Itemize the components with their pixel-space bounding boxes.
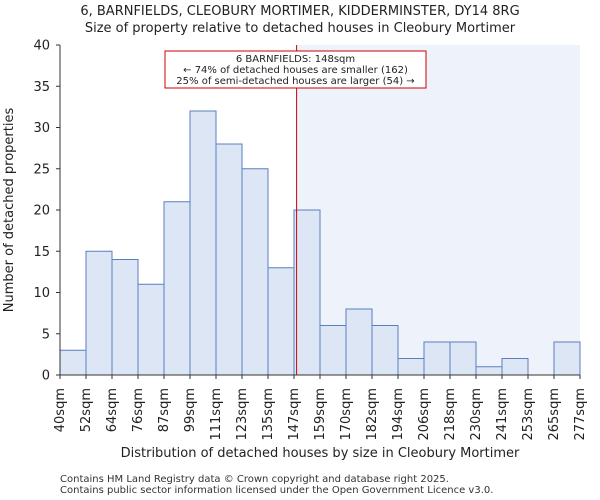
x-tick-label-277sqm: 277sqm (573, 388, 588, 441)
y-tick-label-15: 15 (33, 245, 50, 260)
y-tick-label-10: 10 (33, 286, 50, 301)
x-tick-label-52sqm: 52sqm (79, 388, 94, 432)
annotation-line3: 25% of semi-detached houses are larger (… (176, 76, 414, 87)
x-tick-label-64sqm: 64sqm (105, 388, 120, 432)
x-axis-title: Distribution of detached houses by size … (121, 446, 520, 461)
x-tick-label-99sqm: 99sqm (183, 388, 198, 432)
bar-87sqm (163, 201, 191, 376)
y-tick-label-35: 35 (33, 80, 50, 95)
bar-218sqm (449, 341, 477, 376)
x-tick-label-194sqm: 194sqm (391, 388, 406, 441)
bar-147sqm (293, 209, 321, 376)
bar-123sqm (241, 168, 269, 376)
x-tick-label-253sqm: 253sqm (521, 388, 536, 441)
y-axis-title: Number of detached properties (2, 108, 17, 313)
bar-194sqm (397, 358, 425, 376)
y-tick-label-40: 40 (33, 39, 50, 54)
x-tick-label-111sqm: 111sqm (209, 388, 224, 441)
bar-52sqm (85, 250, 113, 376)
bar-159sqm (319, 325, 347, 376)
chart-title-line1: 6, BARNFIELDS, CLEOBURY MORTIMER, KIDDER… (80, 4, 520, 19)
x-tick-label-241sqm: 241sqm (495, 388, 510, 441)
x-tick-label-123sqm: 123sqm (235, 388, 250, 441)
bar-40sqm (59, 349, 87, 376)
bar-230sqm (475, 366, 503, 376)
x-tick-label-206sqm: 206sqm (417, 388, 432, 441)
y-tick-label-20: 20 (33, 204, 50, 219)
y-tick-label-30: 30 (33, 121, 50, 136)
bar-99sqm (189, 110, 217, 376)
bar-170sqm (345, 308, 373, 376)
x-tick-label-230sqm: 230sqm (469, 388, 484, 441)
footer-licence: Contains public sector information licen… (60, 485, 494, 496)
annotation-line1: 6 BARNFIELDS: 148sqm (236, 54, 355, 65)
chart-title-line2: Size of property relative to detached ho… (84, 21, 516, 36)
x-tick-label-147sqm: 147sqm (287, 388, 302, 441)
bar-182sqm (371, 325, 399, 376)
highlight-region (296, 45, 580, 375)
bar-241sqm (501, 358, 529, 376)
bar-111sqm (215, 143, 243, 376)
footer-copyright: Contains HM Land Registry data © Crown c… (60, 474, 449, 485)
y-tick-label-25: 25 (33, 162, 50, 177)
bar-64sqm (111, 259, 139, 376)
bar-76sqm (137, 283, 165, 376)
y-tick-label-0: 0 (42, 369, 50, 384)
x-tick-label-265sqm: 265sqm (547, 388, 562, 441)
x-tick-label-159sqm: 159sqm (313, 388, 328, 441)
x-tick-label-40sqm: 40sqm (53, 388, 68, 432)
x-tick-label-135sqm: 135sqm (261, 388, 276, 441)
x-tick-label-182sqm: 182sqm (365, 388, 380, 441)
x-tick-label-170sqm: 170sqm (339, 388, 354, 441)
x-tick-label-87sqm: 87sqm (157, 388, 172, 432)
annotation-box (164, 50, 427, 89)
y-tick-label-5: 5 (42, 327, 50, 342)
bar-265sqm (553, 341, 581, 376)
annotation-line2: ← 74% of detached houses are smaller (16… (183, 65, 408, 76)
x-tick-label-218sqm: 218sqm (443, 388, 458, 441)
bar-135sqm (267, 267, 295, 376)
bar-206sqm (423, 341, 451, 376)
x-tick-label-76sqm: 76sqm (131, 388, 146, 432)
